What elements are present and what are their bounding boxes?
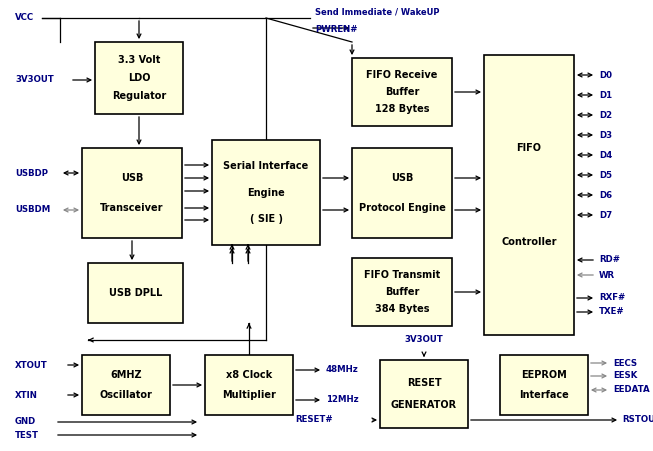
Bar — [500, 355, 588, 415]
Text: Transceiver: Transceiver — [101, 203, 164, 213]
Bar — [352, 258, 452, 326]
Text: 6MHZ: 6MHZ — [110, 370, 142, 380]
Text: USB: USB — [390, 173, 413, 183]
Text: D1: D1 — [599, 91, 612, 100]
Text: 3.3 Volt: 3.3 Volt — [118, 55, 160, 65]
Text: RSTOUT#: RSTOUT# — [622, 415, 653, 424]
Text: FIFO Receive: FIFO Receive — [366, 70, 438, 80]
Text: Regulator: Regulator — [112, 91, 166, 101]
Text: Interface: Interface — [519, 390, 569, 400]
Text: D0: D0 — [599, 70, 612, 79]
Text: Buffer: Buffer — [385, 287, 419, 297]
Text: XTOUT: XTOUT — [15, 360, 48, 369]
Text: RESET: RESET — [407, 377, 441, 388]
Bar — [95, 42, 183, 114]
Text: VCC: VCC — [15, 14, 34, 23]
Text: Engine: Engine — [247, 188, 285, 198]
Bar — [380, 360, 468, 428]
Text: Send Immediate / WakeUP: Send Immediate / WakeUP — [315, 8, 439, 17]
Text: 48MHz: 48MHz — [326, 365, 358, 374]
Text: GENERATOR: GENERATOR — [391, 400, 457, 410]
Text: Oscillator: Oscillator — [99, 390, 152, 400]
Bar — [212, 140, 320, 245]
Text: EECS: EECS — [613, 359, 637, 368]
Text: 3V3OUT: 3V3OUT — [405, 336, 443, 345]
Text: USB: USB — [121, 173, 143, 183]
Text: XTIN: XTIN — [15, 391, 38, 400]
Text: D2: D2 — [599, 110, 612, 120]
Text: TEST: TEST — [15, 431, 39, 440]
Text: EEPROM: EEPROM — [521, 370, 567, 380]
Text: TXE#: TXE# — [599, 308, 625, 317]
Text: RXF#: RXF# — [599, 294, 626, 303]
Text: Multiplier: Multiplier — [222, 390, 276, 400]
Text: 3V3OUT: 3V3OUT — [15, 75, 54, 84]
Text: WR: WR — [599, 271, 615, 280]
Bar — [205, 355, 293, 415]
Text: USBDM: USBDM — [15, 206, 50, 215]
Bar — [82, 355, 170, 415]
Text: D7: D7 — [599, 211, 613, 220]
Text: EESK: EESK — [613, 372, 637, 381]
Text: 384 Bytes: 384 Bytes — [375, 304, 429, 314]
Text: D6: D6 — [599, 190, 612, 199]
Text: x8 Clock: x8 Clock — [226, 370, 272, 380]
Text: RESET#: RESET# — [295, 415, 332, 424]
Bar — [82, 148, 182, 238]
Text: USB DPLL: USB DPLL — [109, 288, 162, 298]
Bar — [484, 55, 574, 335]
Text: PWREN#: PWREN# — [315, 26, 357, 34]
Text: LDO: LDO — [128, 73, 150, 83]
Text: GND: GND — [15, 418, 37, 427]
Bar — [352, 58, 452, 126]
Text: Controller: Controller — [502, 237, 557, 247]
Text: USBDP: USBDP — [15, 169, 48, 178]
Text: FIFO Transmit: FIFO Transmit — [364, 270, 440, 280]
Text: D3: D3 — [599, 130, 612, 139]
Text: 12MHz: 12MHz — [326, 396, 358, 405]
Text: ( SIE ): ( SIE ) — [249, 214, 283, 224]
Text: Buffer: Buffer — [385, 87, 419, 97]
Text: FIFO: FIFO — [517, 143, 541, 153]
Text: D5: D5 — [599, 170, 612, 179]
Bar — [88, 263, 183, 323]
Text: Protocol Engine: Protocol Engine — [358, 203, 445, 213]
Bar — [352, 148, 452, 238]
Text: Serial Interface: Serial Interface — [223, 161, 309, 171]
Text: D4: D4 — [599, 151, 613, 160]
Text: RD#: RD# — [599, 256, 620, 264]
Text: 128 Bytes: 128 Bytes — [375, 104, 429, 114]
Text: EEDATA: EEDATA — [613, 386, 650, 395]
